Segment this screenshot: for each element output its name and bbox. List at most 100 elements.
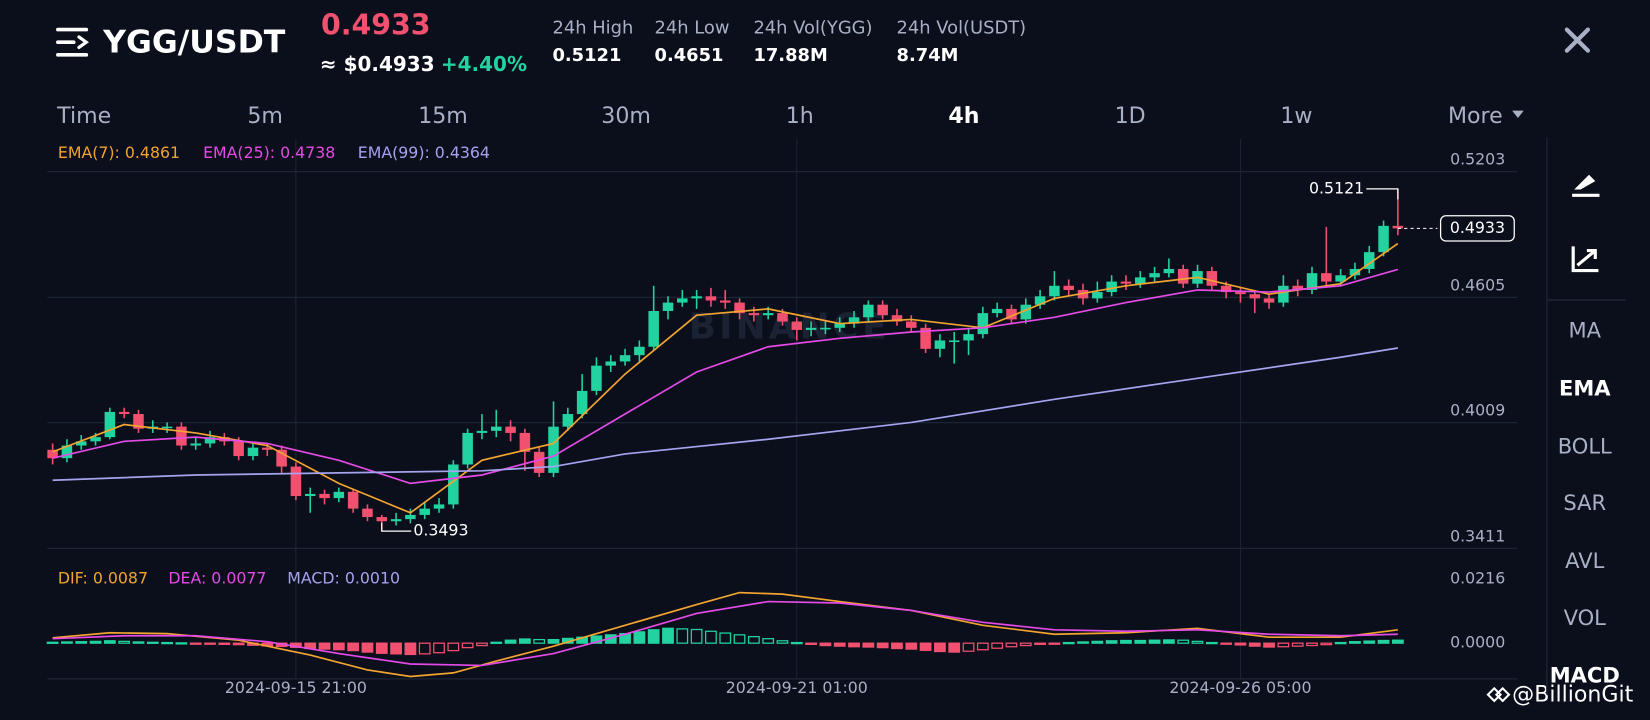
indicator-tab[interactable]: MACD: [1550, 663, 1620, 688]
timeframe-tab[interactable]: 1h: [786, 103, 814, 129]
candle-body: [1349, 268, 1361, 276]
indicator-tab[interactable]: BOLL: [1558, 433, 1612, 458]
candle-body: [977, 313, 989, 335]
macd-bar: [948, 642, 961, 653]
candle-body: [390, 519, 402, 522]
timeframe-tab[interactable]: 4h: [948, 103, 979, 129]
candle-body: [719, 300, 731, 303]
macd-bar: [733, 634, 746, 644]
stat-value: 17.88M: [753, 45, 827, 66]
last-price-box: [1439, 215, 1515, 242]
timeframe-tab[interactable]: 1D: [1115, 103, 1146, 129]
macd-bar: [189, 642, 202, 645]
candle-body: [934, 340, 946, 349]
drawing-tool-icon[interactable]: [1572, 174, 1600, 197]
candle-body: [247, 447, 259, 457]
candle-body: [204, 437, 216, 444]
credit: @BillionGit: [1512, 682, 1634, 708]
indicator-tab[interactable]: SAR: [1563, 490, 1606, 515]
legend-entry: EMA(25): 0.4738: [203, 143, 335, 162]
indicator-tab[interactable]: VOL: [1564, 605, 1607, 630]
macd-bar: [518, 638, 531, 644]
candle-body: [448, 464, 459, 505]
candle-body: [920, 327, 931, 349]
menu-icon[interactable]: [56, 27, 90, 57]
candle-body: [591, 365, 602, 391]
macd-bar: [1019, 642, 1032, 647]
legend-entry: DEA: 0.0077: [168, 568, 266, 587]
candle-body: [1135, 277, 1146, 284]
candle-body: [791, 321, 803, 330]
candle-body: [319, 493, 330, 499]
macd-bar: [1263, 642, 1275, 648]
candle-body: [1292, 285, 1303, 290]
indicator-tab[interactable]: AVL: [1565, 548, 1604, 573]
credit-icon: [1486, 686, 1511, 703]
indicator-tab[interactable]: EMA: [1559, 375, 1611, 400]
macd-bar: [1220, 642, 1233, 645]
macd-bar: [218, 642, 231, 645]
indicator-icon[interactable]: [1571, 246, 1599, 273]
candle-body: [963, 334, 974, 341]
candle-body: [948, 340, 960, 343]
macd-bar: [762, 638, 775, 644]
macd-bar: [1177, 639, 1190, 644]
candle-body: [1321, 273, 1332, 282]
timeframe-tab[interactable]: 5m: [247, 103, 283, 129]
macd-bar: [1062, 641, 1075, 645]
macd-bar: [1105, 640, 1118, 644]
macd-bar: [833, 642, 846, 647]
candle-body: [1063, 285, 1074, 290]
candle-body: [290, 466, 302, 497]
macd-bar: [662, 627, 674, 644]
macd-bar: [161, 641, 173, 645]
candle-body: [1392, 225, 1404, 229]
candle-body: [820, 327, 831, 330]
indicator-line: [52, 268, 1399, 485]
legend-entry: EMA(99): 0.4364: [358, 143, 490, 162]
timeframe-tab[interactable]: More: [1448, 103, 1503, 129]
macd-bar: [375, 642, 388, 654]
indicator-tab[interactable]: MA: [1568, 318, 1601, 343]
stat-value: 8.74M: [897, 45, 959, 66]
candle-body: [419, 508, 430, 515]
candle-body: [1177, 268, 1189, 284]
macd-bar: [75, 641, 88, 644]
timeframe-tab[interactable]: 15m: [418, 103, 468, 129]
candle-body: [90, 437, 101, 442]
timeframe-tab[interactable]: 30m: [601, 103, 651, 129]
macd-bar: [633, 631, 646, 644]
candle-body: [562, 414, 574, 427]
macd-bar: [204, 642, 216, 645]
macd-bar: [690, 628, 703, 644]
timeframe-tab[interactable]: Time: [56, 103, 111, 129]
macd-bar: [433, 642, 445, 654]
timeframe-tab[interactable]: 1w: [1280, 103, 1312, 129]
macd-bar: [118, 640, 131, 644]
candle-body: [1034, 296, 1046, 305]
candle-body: [1363, 252, 1375, 269]
candle-body: [491, 426, 502, 431]
indicator-line: [52, 347, 1399, 482]
macd-bar: [1306, 642, 1318, 647]
candle-body: [176, 426, 187, 446]
candle-body: [891, 315, 903, 322]
candle-body: [433, 504, 445, 509]
macd-bar: [790, 641, 803, 645]
candle-body: [161, 426, 173, 429]
stat-label: 24h Vol(USDT): [897, 18, 1027, 39]
y-tick-label: 0.0216: [1450, 568, 1505, 587]
close-button[interactable]: [1564, 27, 1591, 53]
max-marker-label: 0.5121: [1309, 178, 1364, 197]
macd-bar: [876, 642, 889, 649]
candle-body: [1278, 285, 1289, 303]
price-change: +4.40%: [441, 52, 527, 76]
candle-body: [1249, 294, 1261, 299]
candle-body: [75, 441, 87, 446]
stat-value: 0.4651: [655, 45, 724, 66]
macd-bar: [146, 641, 159, 644]
macd-bar: [347, 642, 360, 652]
candle-body: [863, 304, 874, 318]
candle-body: [505, 426, 516, 433]
macd-bar: [476, 642, 488, 647]
